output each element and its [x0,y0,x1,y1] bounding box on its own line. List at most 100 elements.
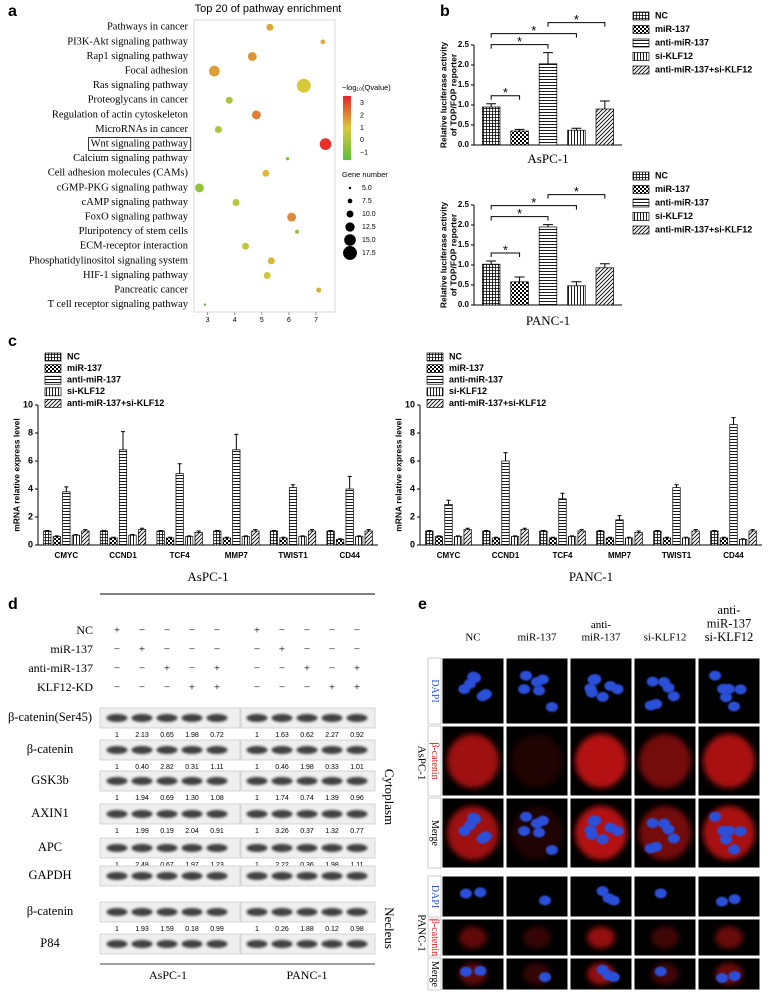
band-quantity: 0.96 [350,795,364,802]
bar [298,536,307,546]
x-tick-label: 3 [206,317,210,324]
error-bar [543,224,553,227]
error-bar [101,529,107,531]
bar [624,537,634,546]
stain-dapi [734,684,747,695]
error-bar [486,103,497,107]
bar [288,487,298,546]
legend-swatch [426,375,444,385]
band [106,872,128,880]
bubble [262,169,270,177]
stain-dapi [538,895,551,906]
bar [567,285,586,306]
stain-dapi [585,829,598,840]
significance-label: * [503,85,508,100]
bar [577,530,586,546]
column-header: si-KLF12 [644,632,687,644]
size-legend-dot [348,186,352,190]
error-bar [560,492,565,499]
bar [681,537,691,546]
band-quantity: 1.97 [185,862,199,869]
error-bar [427,529,432,531]
category-label: cGMP-PKG signaling pathway [57,182,189,193]
blot-label: β-catenin(Ser45) [8,710,92,724]
condition-label: NC [76,623,93,637]
band [346,872,368,880]
bar [653,530,662,546]
category-label: Pathways in cancer [107,22,189,33]
band-quantity: 0.26 [275,926,289,933]
error-bar [130,534,135,536]
stain-dapi [722,825,735,836]
bar [548,537,558,546]
bar [738,539,748,546]
y-tick-label: 0.5 [458,280,470,289]
band [296,872,318,880]
error-bar [514,128,525,131]
condition-sign: − [329,625,335,637]
bar [634,532,643,546]
band [106,810,128,818]
colorbar-tick-label: 1 [360,125,364,132]
stain-dapi [536,674,549,685]
stain-dapi [728,894,741,905]
row-label: DAPI [429,885,440,908]
cell-line-label: AsPC-1 [415,746,427,781]
stain-dapi [604,680,617,691]
significance-label: * [574,12,579,27]
band [296,908,318,916]
category-label: Proteoglycans in cancer [88,95,189,106]
bubble [208,65,220,77]
x-tick-label: CD44 [339,551,360,560]
stain-dapi [662,682,675,693]
error-bar [111,536,116,538]
legend-swatch [44,375,62,385]
size-legend-title: Gene number [342,170,388,179]
condition-sign: − [164,625,170,637]
condition-sign: − [354,644,360,656]
band [271,844,293,852]
band-quantity: 1 [115,862,119,869]
stain-beta-catenin [459,926,487,949]
error-bar [674,484,679,488]
size-legend-dot [346,210,354,218]
band [156,714,178,722]
band [321,746,343,754]
band [206,746,228,754]
band-quantity: 0.40 [135,764,149,771]
bar [118,449,128,546]
band [106,940,128,948]
bar [510,281,529,306]
error-bar [484,529,489,531]
y-tick-label: 0 [28,539,33,549]
error-bar [512,535,518,537]
error-bar [599,100,610,109]
bar [99,530,109,546]
bar [729,424,738,546]
y-tick-label: 0.0 [458,140,470,149]
legend-swatch [632,52,650,61]
condition-sign: − [214,625,220,637]
category-label: Phosphatidylinositol signaling system [29,255,188,266]
condition-sign: − [304,682,310,694]
category-label: Calcium signaling pathway [73,153,189,164]
condition-sign: + [354,663,360,675]
legend-swatch [632,212,650,221]
band [296,844,318,852]
bar [166,537,175,546]
bar [748,530,757,546]
bubble [294,229,300,234]
stain-dapi [654,888,667,899]
band [246,714,268,722]
band-quantity: 1.01 [350,764,364,771]
colorbar-tick-label: 0 [360,137,364,144]
error-bar [712,529,717,531]
legend-swatch [632,225,650,235]
condition-label: anti-miR-137 [28,661,93,675]
category-label: cAMP signaling pathway [82,197,189,208]
fraction-label: Necleus [382,907,397,949]
significance-bracket [490,95,521,100]
stain-dapi [459,888,472,899]
legend-swatch [632,11,650,21]
stain-dapi [476,691,489,702]
